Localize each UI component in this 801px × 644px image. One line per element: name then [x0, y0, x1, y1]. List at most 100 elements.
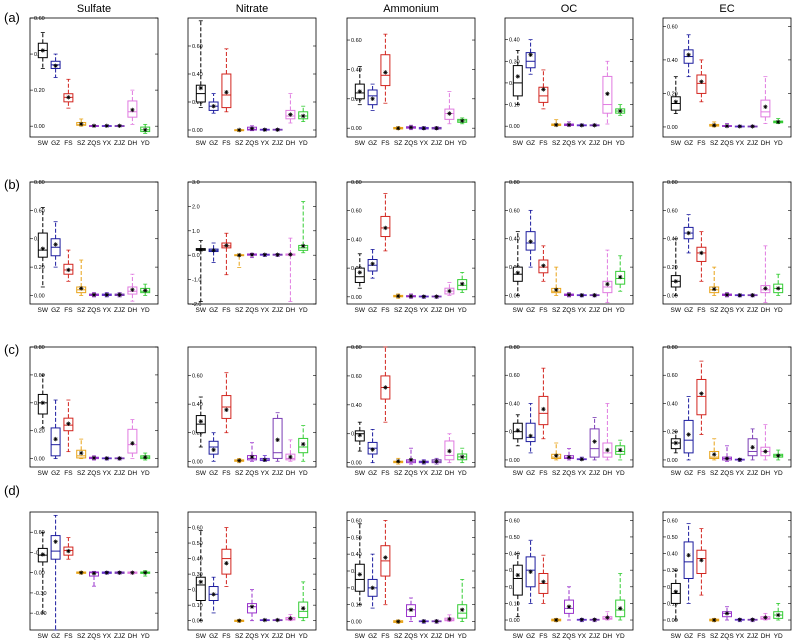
- y-tick-label: 0.40: [509, 237, 520, 243]
- category-label: ZQS: [87, 470, 101, 477]
- y-tick-label: 0.20: [192, 431, 203, 437]
- y-tick-label: 0.60: [351, 38, 362, 44]
- y-tick-label: 0.40: [667, 237, 678, 243]
- box-sw: SW: [513, 50, 524, 147]
- category-label: ZJZ: [272, 633, 283, 640]
- box-yd: YD: [140, 452, 151, 477]
- y-tick-label: 0.00: [34, 124, 45, 130]
- box-sz: SZ: [234, 127, 245, 147]
- category-label: YD: [616, 140, 625, 147]
- box-sz: SZ: [234, 458, 245, 477]
- box-sw: SW: [355, 421, 366, 477]
- mean-marker: [370, 261, 375, 267]
- mean-marker: [249, 604, 255, 609]
- mean-marker: [750, 124, 755, 129]
- y-tick-label: 0.80: [667, 180, 678, 186]
- y-tick-label: 0.80: [34, 180, 45, 186]
- mean-marker: [237, 253, 242, 258]
- box-dh: DH: [285, 237, 295, 314]
- category-label: YD: [141, 140, 150, 147]
- mean-marker: [66, 421, 71, 426]
- box-yd: YD: [298, 105, 309, 147]
- category-label: SW: [355, 307, 366, 314]
- mean-marker: [605, 91, 610, 96]
- mean-marker: [224, 407, 229, 413]
- y-tick-label: 0.00: [351, 126, 362, 132]
- category-label: GZ: [209, 470, 218, 477]
- category-label: FS: [381, 307, 390, 314]
- category-label: YD: [616, 633, 625, 640]
- category-label: SW: [38, 470, 49, 477]
- box-zjz: ZJZ: [272, 127, 283, 147]
- box-yx: YX: [418, 459, 429, 477]
- category-label: YX: [419, 470, 428, 477]
- category-label: ZQS: [562, 633, 576, 640]
- category-label: SW: [355, 470, 366, 477]
- box-gz: GZ: [683, 396, 694, 477]
- box-sz: SZ: [551, 617, 562, 640]
- box-sz: SZ: [709, 438, 720, 477]
- mean-marker: [763, 449, 768, 454]
- category-label: YD: [299, 140, 308, 147]
- y-tick-label: 0.60: [509, 208, 520, 214]
- mean-marker: [763, 615, 768, 620]
- category-label: ZQS: [245, 633, 259, 640]
- box-sz: SZ: [709, 121, 720, 147]
- y-tick-label: 0.40: [667, 401, 678, 407]
- category-label: SZ: [77, 633, 85, 640]
- mean-marker: [237, 127, 242, 133]
- box-iqr: [37, 232, 48, 258]
- y-tick-label: -1.0: [192, 278, 201, 284]
- category-label: DH: [603, 470, 613, 477]
- box-zqs: ZQS: [245, 589, 259, 640]
- box-zqs: ZQS: [720, 292, 734, 314]
- box-zjz: ZJZ: [747, 293, 758, 314]
- category-label: YX: [735, 140, 744, 147]
- mean-marker: [515, 572, 520, 578]
- mean-marker: [566, 604, 572, 609]
- y-tick-label: 0.20: [351, 97, 362, 103]
- category-label: GZ: [526, 633, 535, 640]
- box-zjz: ZJZ: [272, 617, 283, 640]
- mean-marker: [528, 433, 533, 439]
- panel-frame: [29, 181, 159, 305]
- mean-marker: [104, 292, 109, 297]
- mean-marker: [447, 288, 452, 294]
- category-label: SZ: [552, 140, 560, 147]
- category-label: DH: [445, 307, 455, 314]
- category-label: ZQS: [562, 470, 576, 477]
- box-gz: GZ: [367, 83, 378, 147]
- category-label: ZJZ: [589, 633, 600, 640]
- column-title: Nitrate: [236, 3, 268, 15]
- category-label: YX: [577, 307, 586, 314]
- box-iqr: [380, 54, 391, 87]
- box-sz: SZ: [551, 442, 562, 477]
- box-fs: FS: [696, 231, 707, 314]
- y-tick-label: 0.00: [667, 458, 678, 464]
- box-zqs: ZQS: [245, 125, 259, 147]
- y-tick-label: 0.20: [667, 91, 678, 97]
- category-label: YX: [735, 633, 744, 640]
- mean-marker: [515, 74, 520, 79]
- panel: 0.000.100.200.300.400.500.60SWGZFSSZZQSY…: [187, 511, 317, 640]
- category-label: YX: [260, 140, 269, 147]
- mean-marker: [515, 428, 520, 433]
- mean-marker: [104, 570, 109, 575]
- panel-frame: [29, 17, 159, 138]
- box-sw: SW: [196, 20, 207, 147]
- category-label: DH: [603, 633, 613, 640]
- y-tick-label: 0.40: [667, 58, 678, 64]
- box-zjz: ZJZ: [114, 456, 125, 477]
- box-yd: YD: [615, 573, 626, 640]
- box-yx: YX: [101, 570, 112, 640]
- mean-marker: [224, 561, 229, 566]
- category-label: FS: [64, 470, 73, 477]
- category-label: GZ: [684, 633, 693, 640]
- mean-marker: [566, 454, 572, 460]
